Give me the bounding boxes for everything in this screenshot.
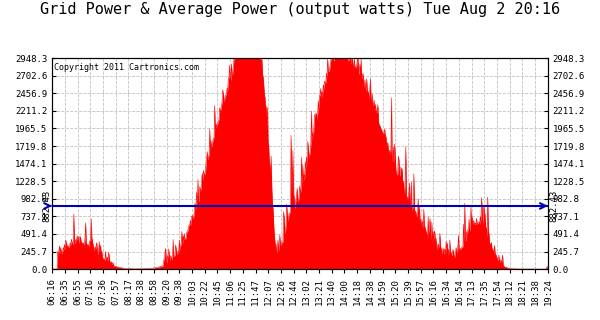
Text: Copyright 2011 Cartronics.com: Copyright 2011 Cartronics.com (53, 63, 199, 72)
Text: 882.43: 882.43 (549, 190, 558, 222)
Text: Grid Power & Average Power (output watts) Tue Aug 2 20:16: Grid Power & Average Power (output watts… (40, 2, 560, 17)
Text: 882.43: 882.43 (42, 190, 51, 222)
